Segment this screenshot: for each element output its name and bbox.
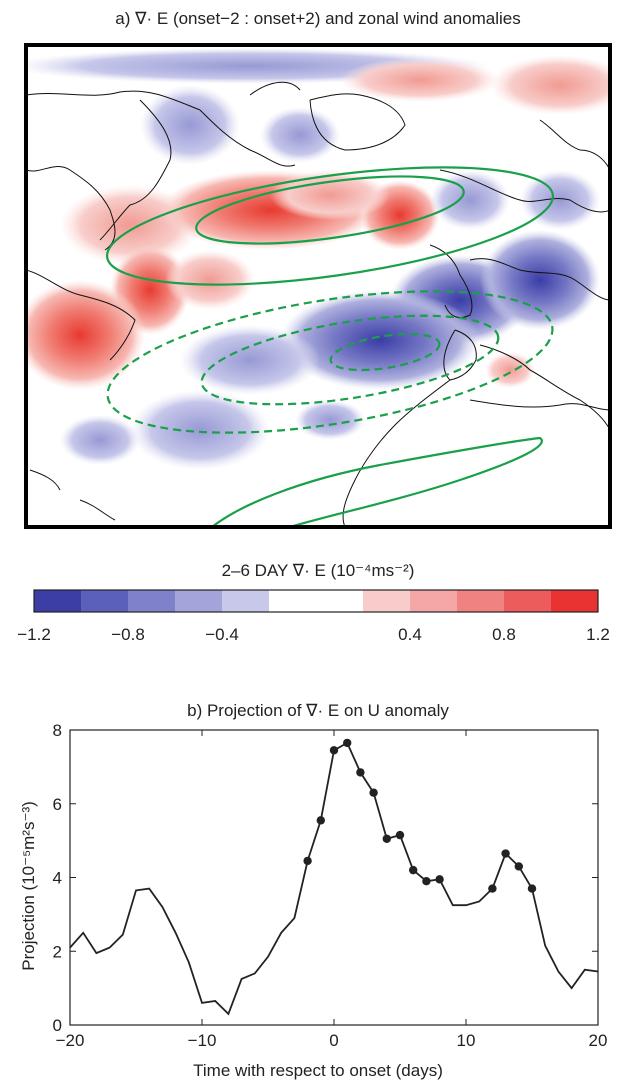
colorbar-frame: [33, 589, 599, 613]
colorbar-swatch: [34, 590, 82, 612]
colorbar-tick-label: −1.2: [17, 625, 51, 644]
projection-point: [409, 865, 418, 875]
x-tick-label: 0: [329, 1031, 338, 1050]
projection-point: [343, 738, 352, 748]
projection-point: [303, 856, 312, 866]
colorbar-tick-label: −0.8: [111, 625, 145, 644]
colorbar-swatch: [551, 590, 599, 612]
projection-point: [369, 788, 378, 797]
zonal-wind-contours: [105, 166, 555, 527]
colorbar-tick-label: 0.8: [492, 625, 516, 644]
x-tick-label: −20: [56, 1031, 85, 1050]
colorbar-swatch: [504, 590, 552, 612]
projection-point: [356, 768, 365, 777]
colorbar-swatch: [457, 590, 505, 612]
projection-point: [435, 875, 444, 884]
y-axis-label: Projection (10⁻⁵m²s⁻³): [19, 801, 38, 971]
colorbar-swatch: [128, 590, 176, 612]
colorbar-tick-label: −0.4: [205, 625, 239, 644]
map-frame: [24, 43, 612, 529]
map-panel: [26, 45, 610, 527]
projection-point: [422, 876, 431, 886]
colorbar-swatch: [81, 590, 129, 612]
colorbar-title: 2–6 DAY ∇· E (10⁻⁴ms⁻²): [222, 561, 415, 580]
colorbar-swatch: [316, 590, 364, 612]
projection-point: [316, 816, 325, 825]
y-tick-label: 4: [53, 869, 62, 888]
x-tick-label: 10: [457, 1031, 476, 1050]
chart-title: b) Projection of ∇· E on U anomaly: [187, 701, 449, 720]
colorbar-tick-label: 1.2: [586, 625, 610, 644]
colorbar-swatch: [175, 590, 223, 612]
line-chart: −20 −10 0 10 20 0 2 4 6 8: [53, 721, 608, 1050]
colorbar-swatch: [363, 590, 411, 612]
projection-point: [329, 746, 339, 755]
projection-point: [488, 884, 497, 893]
coastlines: [26, 81, 610, 527]
y-tick-label: 8: [53, 721, 62, 740]
colorbar-swatch: [410, 590, 458, 612]
x-tick-label: 20: [589, 1031, 608, 1050]
projection-series-line: [69, 741, 599, 1016]
projection-point: [382, 834, 391, 843]
colorbar-swatch: [222, 590, 270, 612]
projection-point: [514, 862, 523, 871]
x-tick-label: −10: [188, 1031, 217, 1050]
y-tick-label: 0: [53, 1016, 62, 1035]
projection-point: [527, 884, 537, 893]
colorbar: −1.2 −0.8 −0.4 0.4 0.8 1.2: [17, 589, 610, 644]
plot-frame: [69, 729, 599, 1026]
x-axis-label: Time with respect to onset (days): [193, 1061, 443, 1080]
colorbar-swatch: [269, 590, 317, 612]
y-tick-label: 2: [53, 942, 62, 961]
map-title: a) ∇· E (onset−2 : onset+2) and zonal wi…: [115, 9, 520, 28]
y-tick-label: 6: [53, 795, 62, 814]
projection-point: [395, 830, 405, 840]
anomaly-field: [26, 48, 610, 470]
projection-point: [501, 849, 510, 858]
colorbar-tick-label: 0.4: [398, 625, 422, 644]
